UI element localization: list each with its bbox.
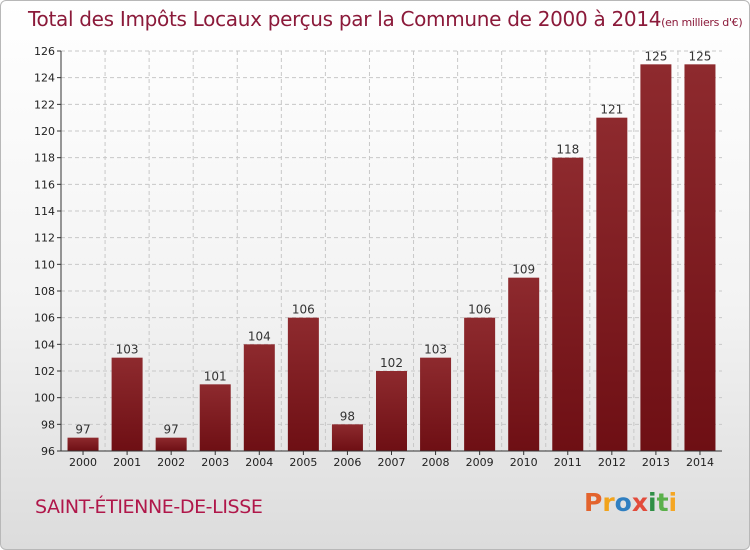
x-tick-label: 2013 <box>642 456 670 469</box>
y-tick-label: 102 <box>34 365 55 378</box>
logo-letter: t <box>656 488 669 517</box>
y-tick-label: 112 <box>34 232 55 245</box>
axes: 96 98 100 102 104 106 108 110 112 114 116 118 120 122… <box>34 45 722 469</box>
x-tick-label: 2011 <box>554 456 582 469</box>
bars: 97 103 97 101 104 106 98 102 103 106 109 118 121 125 1… <box>67 49 716 452</box>
x-tick-label: 2012 <box>598 456 626 469</box>
bar-2011 <box>552 157 584 451</box>
x-tick-label: 2010 <box>510 456 538 469</box>
x-tick-label: 2006 <box>333 456 361 469</box>
x-tick-label: 2002 <box>157 456 185 469</box>
value-label: 106 <box>468 303 491 317</box>
bar-2013 <box>640 64 672 452</box>
logo-letter: i <box>648 488 657 517</box>
y-tick-label: 126 <box>34 45 55 58</box>
value-label: 106 <box>292 303 315 317</box>
commune-name: SAINT-ÉTIENNE-DE-LISSE <box>35 496 263 518</box>
chart-title: Total des Impôts Locaux perçus par la Co… <box>28 7 743 31</box>
title-text: Total des Impôts Locaux perçus par la Co… <box>28 7 662 31</box>
x-tick-label: 2000 <box>69 456 97 469</box>
value-label: 118 <box>556 143 579 157</box>
value-label: 98 <box>340 409 355 423</box>
logo-letter: P <box>584 488 603 517</box>
value-label: 125 <box>689 49 712 63</box>
bar-2008 <box>420 357 452 451</box>
x-tick-label: 2014 <box>686 456 714 469</box>
y-tick-label: 114 <box>34 205 55 218</box>
logo-letter: i <box>668 488 678 517</box>
bar-2005 <box>287 317 319 451</box>
y-tick-label: 120 <box>34 125 55 138</box>
bar-2010 <box>508 277 540 451</box>
y-tick-label: 108 <box>34 285 55 298</box>
x-tick-label: 2001 <box>113 456 141 469</box>
value-label: 103 <box>116 343 139 357</box>
x-tick-label: 2003 <box>201 456 229 469</box>
title-unit: (en milliers d'€) <box>661 16 743 29</box>
value-label: 109 <box>512 263 535 277</box>
y-tick-label: 122 <box>34 98 55 111</box>
value-label: 104 <box>248 329 271 343</box>
bar-2006 <box>331 424 363 451</box>
logo-letter: x <box>631 488 648 517</box>
logo-letter: r <box>602 488 615 517</box>
bar-2009 <box>464 317 496 451</box>
y-tick-label: 116 <box>34 178 55 191</box>
proxiti-logo: Proxiti <box>584 488 677 517</box>
bar-2007 <box>376 371 407 451</box>
bar-2001 <box>111 357 143 451</box>
x-tick-label: 2008 <box>422 456 450 469</box>
value-label: 121 <box>600 103 623 117</box>
bar-2012 <box>596 117 628 452</box>
bar-2004 <box>243 344 275 451</box>
y-tick-label: 106 <box>34 312 55 325</box>
bar-2014 <box>684 64 716 452</box>
value-label: 102 <box>380 356 403 370</box>
x-tick-label: 2005 <box>289 456 317 469</box>
x-tick-label: 2009 <box>466 456 494 469</box>
y-tick-label: 124 <box>34 72 55 85</box>
y-tick-label: 110 <box>34 258 55 271</box>
value-label: 97 <box>164 423 179 437</box>
y-tick-label: 98 <box>41 418 55 431</box>
value-label: 101 <box>204 369 227 383</box>
y-tick-label: 118 <box>34 152 55 165</box>
bar-2002 <box>155 437 187 451</box>
value-label: 103 <box>424 343 447 357</box>
x-tick-label: 2004 <box>245 456 273 469</box>
bar-2003 <box>199 384 231 451</box>
y-tick-label: 104 <box>34 338 55 351</box>
y-tick-label: 100 <box>34 392 55 405</box>
value-label: 97 <box>75 423 90 437</box>
y-tick-label: 96 <box>41 445 55 458</box>
logo-letter: o <box>614 488 632 517</box>
value-label: 125 <box>644 49 667 63</box>
x-tick-label: 2007 <box>378 456 406 469</box>
bar-2000 <box>67 437 99 451</box>
